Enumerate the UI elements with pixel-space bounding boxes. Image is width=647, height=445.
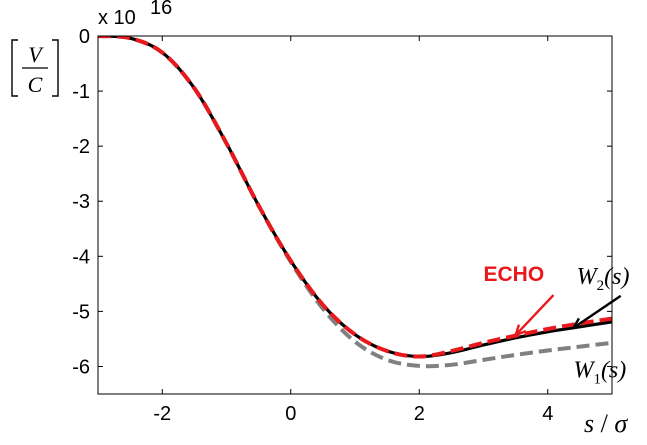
plot-area <box>98 36 612 394</box>
plot-frame <box>97 35 613 395</box>
y-tick-label: -4 <box>72 246 90 268</box>
xlabel-s: s <box>584 409 594 438</box>
x-tick-label: -2 <box>153 403 171 425</box>
x-tick-label: 0 <box>285 403 296 425</box>
x-tick-label: 4 <box>542 403 553 425</box>
annotation-echo: ECHO <box>484 263 545 286</box>
annotation-arrowhead-echo <box>513 324 527 338</box>
xlabel-sigma: σ <box>614 409 628 438</box>
ylabel-left-bracket <box>11 39 18 97</box>
y-tick-label: -1 <box>72 81 90 103</box>
annotation-arrowhead-w2-s <box>571 317 585 330</box>
y-tick-label: -5 <box>72 301 90 323</box>
y-tick-label: -2 <box>72 136 90 158</box>
annotation-w1-s: W1(s) <box>573 357 626 387</box>
xlabel: s / σ <box>584 409 628 438</box>
annotation-w2-s: W2(s) <box>577 264 630 294</box>
ylabel-right-bracket <box>52 39 59 97</box>
y-tick-label: -3 <box>72 191 90 213</box>
annotation-arrow-w2-s <box>572 294 622 329</box>
ylabel-numerator: V <box>28 42 44 67</box>
annotation-arrow-echo <box>514 294 555 336</box>
xlabel-slash: / <box>594 409 614 438</box>
axis-exponent-power: 16 <box>150 0 172 19</box>
axis-exponent-label: x 10 <box>98 7 136 29</box>
y-tick-label: 0 <box>79 26 90 48</box>
series-line-echo <box>98 36 612 359</box>
y-tick-label: -6 <box>72 356 90 378</box>
ylabel-denominator: C <box>28 72 43 97</box>
x-tick-label: 2 <box>414 403 425 425</box>
